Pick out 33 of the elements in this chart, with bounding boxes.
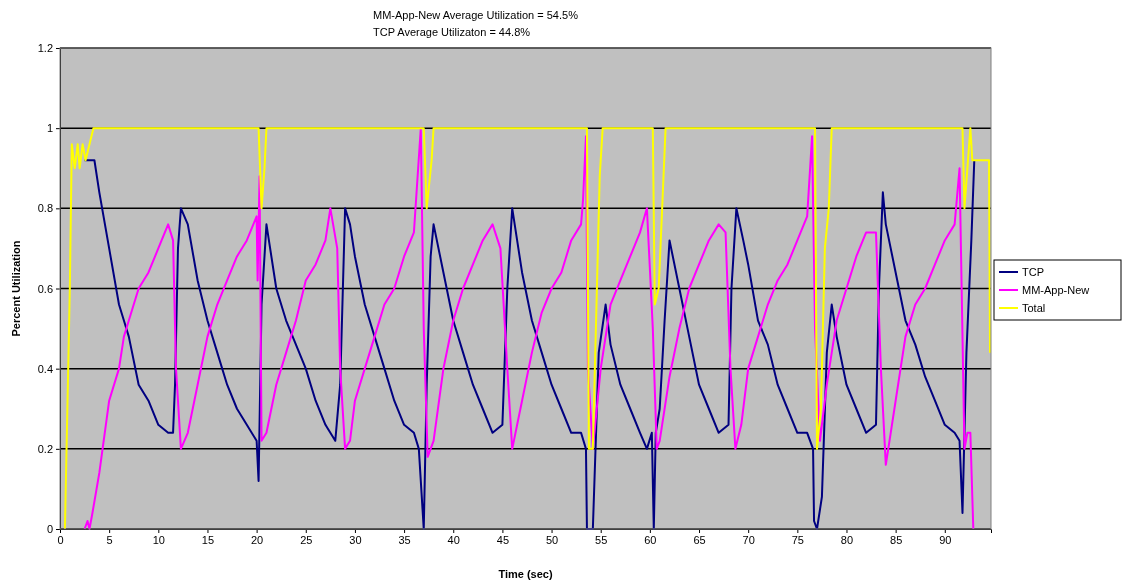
y-tick-label: 0: [46, 523, 53, 536]
legend-label: Total: [1022, 302, 1046, 314]
y-tick-label: 1.2: [37, 42, 53, 55]
x-tick-label: 25: [300, 533, 313, 546]
y-tick-label: 0.4: [37, 362, 53, 375]
legend-label: MM-App-New: [1022, 284, 1090, 296]
y-tick-label: 0.2: [37, 442, 53, 455]
x-tick-label: 20: [251, 533, 264, 546]
x-tick-label: 75: [791, 533, 804, 546]
x-tick-label: 40: [447, 533, 460, 546]
y-axis-title: Percent Utilization: [10, 240, 22, 337]
x-axis-title: Time (sec): [498, 568, 553, 580]
y-tick-label: 0.8: [37, 202, 53, 215]
x-tick-label: 50: [545, 533, 559, 546]
x-tick-label: 65: [693, 533, 706, 546]
y-tick-label: 1: [46, 122, 53, 135]
x-tick-label: 85: [890, 533, 903, 546]
x-tick-label: 0: [57, 533, 64, 546]
x-tick-label: 35: [398, 533, 411, 546]
x-tick-label: 5: [106, 533, 113, 546]
x-tick-label: 10: [152, 533, 165, 546]
x-tick-label: 80: [840, 533, 854, 546]
x-tick-label: 30: [349, 533, 362, 546]
legend-label: TCP: [1022, 266, 1044, 278]
x-tick-label: 15: [201, 533, 215, 546]
x-tick-label: 60: [644, 533, 657, 546]
x-tick-label: 90: [939, 533, 952, 546]
x-tick-label: 45: [496, 533, 510, 546]
y-tick-label: 0.6: [37, 282, 53, 295]
text: TCP Average Utilizaton = 44.8%: [373, 26, 531, 38]
x-tick-label: 55: [595, 533, 608, 546]
text: MM-App-New Average Utilization = 54.5%: [373, 9, 579, 21]
x-tick-label: 70: [742, 533, 755, 546]
